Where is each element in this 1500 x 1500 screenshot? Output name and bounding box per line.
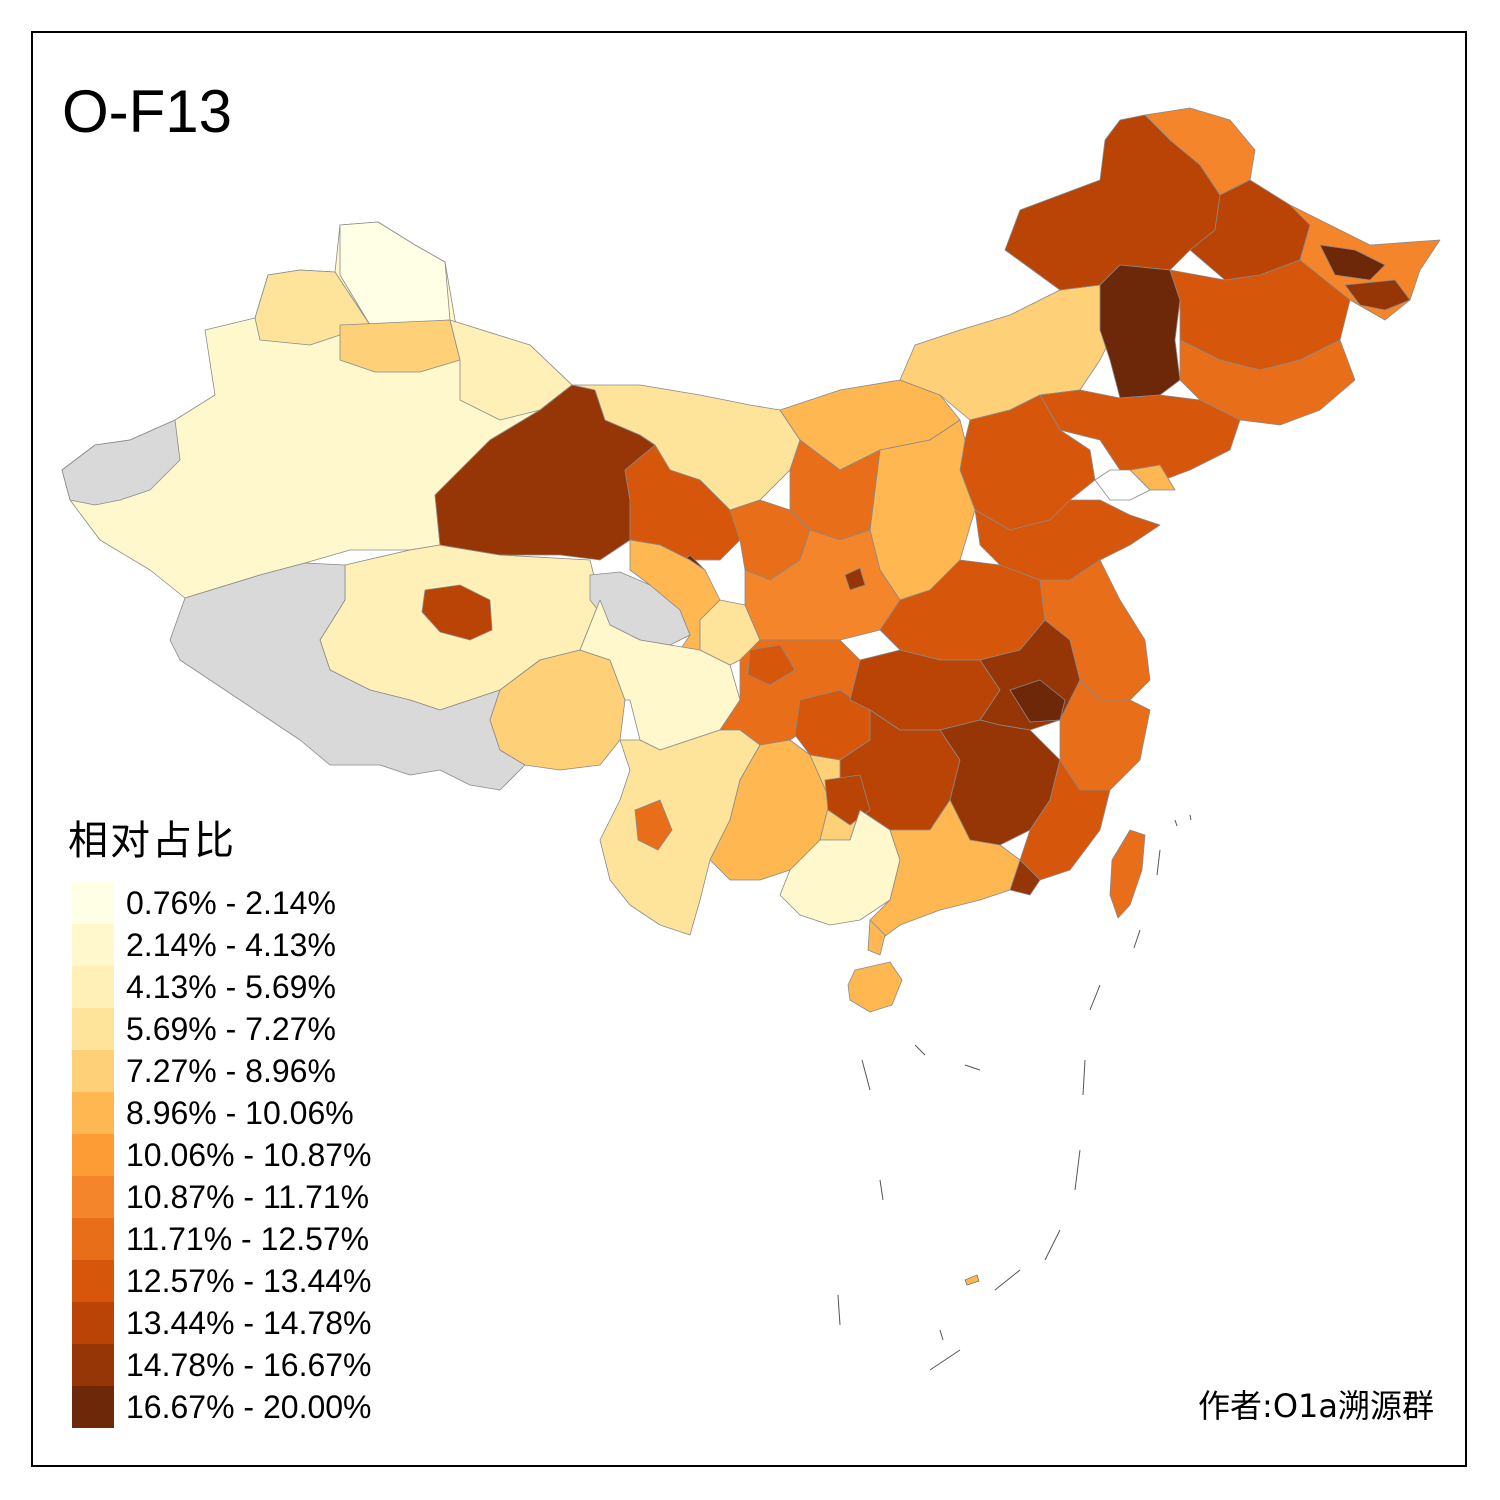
legend-label: 16.67% - 20.00% (126, 1389, 372, 1425)
legend-item: 2.14% - 4.13% (72, 924, 372, 966)
legend-swatch (72, 882, 114, 924)
legend-label: 11.71% - 12.57% (126, 1221, 370, 1257)
legend-swatch (72, 924, 114, 966)
legend-swatch (72, 1134, 114, 1176)
legend-label: 10.06% - 10.87% (126, 1137, 372, 1173)
map-title: O-F13 (62, 78, 233, 145)
region-jixi (1344, 279, 1411, 311)
legend-label: 2.14% - 4.13% (126, 927, 336, 963)
legend-item: 13.44% - 14.78% (72, 1302, 372, 1344)
region-jilin (1179, 339, 1356, 426)
region-fujian (1019, 759, 1111, 881)
region-chengdu (747, 644, 796, 686)
region-guangdong (869, 799, 1021, 941)
region-chamdo (489, 649, 626, 771)
region-zhejiang (1059, 679, 1151, 791)
bohai-sea (1094, 469, 1151, 501)
legend-swatch (72, 966, 114, 1008)
region-shuangyashan (1319, 244, 1386, 281)
region-xian (844, 567, 866, 591)
legend-label: 4.13% - 5.69% (126, 969, 336, 1005)
legend-swatch (72, 1302, 114, 1344)
legend-item: 16.67% - 20.00% (72, 1386, 372, 1428)
legend-swatch (72, 1260, 114, 1302)
legend-item: 4.13% - 5.69% (72, 966, 372, 1008)
legend-label: 14.78% - 16.67% (126, 1347, 372, 1383)
legend-item: 0.76% - 2.14% (72, 882, 372, 924)
region-xinjiang-mid (449, 319, 573, 421)
legend-label: 5.69% - 7.27% (126, 1011, 336, 1047)
region-kashgar-nodata (61, 419, 181, 506)
region-altay (339, 221, 451, 326)
legend-item: 8.96% - 10.06% (72, 1092, 372, 1134)
region-xingan (1099, 264, 1181, 399)
author-credit: 作者:O1a溯源群 (1198, 1387, 1434, 1425)
legend-swatch (72, 1176, 114, 1218)
legend-title: 相对占比 (68, 818, 236, 864)
legend-item: 10.87% - 11.71% (72, 1176, 372, 1218)
legend-label: 7.27% - 8.96% (126, 1053, 336, 1089)
region-gansu-hexi (624, 444, 741, 561)
legend-label: 10.87% - 11.71% (126, 1179, 370, 1215)
island-marks (837, 814, 1192, 1371)
region-hainan (847, 961, 903, 1013)
region-jiangsu (1039, 559, 1151, 701)
legend: 0.76% - 2.14% 2.14% - 4.13% 4.13% - 5.69% 5… (72, 882, 372, 1428)
legend-label: 13.44% - 14.78% (126, 1305, 372, 1341)
legend-swatch (72, 1344, 114, 1386)
legend-swatch (72, 1386, 114, 1428)
legend-item: 11.71% - 12.57% (72, 1218, 372, 1260)
region-hefei (1009, 679, 1066, 723)
legend-item: 12.57% - 13.44% (72, 1260, 372, 1302)
legend-swatch (72, 1092, 114, 1134)
legend-label: 12.57% - 13.44% (126, 1263, 372, 1299)
legend-item: 5.69% - 7.27% (72, 1008, 372, 1050)
region-taiwan (1109, 829, 1146, 919)
region-leizhou (867, 919, 886, 956)
legend-label: 0.76% - 2.14% (126, 885, 336, 921)
region-urumqi (339, 319, 461, 373)
region-golmud (421, 584, 493, 641)
legend-item: 14.78% - 16.67% (72, 1344, 372, 1386)
legend-swatch (72, 1008, 114, 1050)
legend-label: 8.96% - 10.06% (126, 1095, 354, 1131)
legend-swatch (72, 1218, 114, 1260)
legend-swatch (72, 1050, 114, 1092)
region-baoshan (634, 799, 673, 851)
spratly-island (964, 1274, 980, 1286)
legend-item: 7.27% - 8.96% (72, 1050, 372, 1092)
legend-item: 10.06% - 10.87% (72, 1134, 372, 1176)
region-shandong (974, 499, 1161, 581)
